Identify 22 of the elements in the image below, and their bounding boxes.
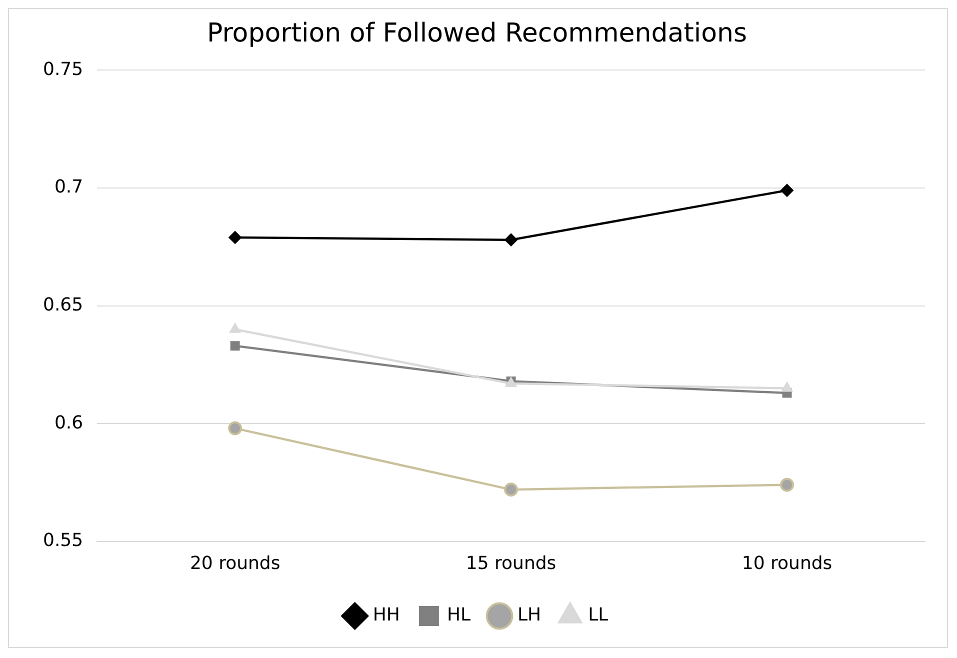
point <box>229 322 241 333</box>
point <box>780 184 794 197</box>
y-tick-label: 0.6 <box>54 412 84 434</box>
y-tick-label: 0.65 <box>43 294 84 316</box>
x-tick-label: 15 rounds <box>466 552 556 574</box>
legend-label: LL <box>588 604 608 626</box>
y-tick-label: 0.55 <box>43 530 84 552</box>
y-tick-label: 0.7 <box>54 176 84 198</box>
point <box>780 478 794 492</box>
chart-title: Proportion of Followed Recommendations <box>206 18 748 48</box>
point <box>230 341 240 351</box>
legend-label: LH <box>518 604 542 626</box>
point <box>504 233 518 246</box>
x-tick-label: 20 rounds <box>190 552 280 574</box>
legend-label: HH <box>372 604 400 626</box>
point <box>504 482 518 497</box>
point <box>228 230 242 244</box>
y-tick-label: 0.75 <box>43 58 84 80</box>
x-tick-label: 10 rounds <box>742 552 832 574</box>
point <box>228 421 242 436</box>
legend-label: HL <box>446 604 471 626</box>
point <box>781 382 793 392</box>
